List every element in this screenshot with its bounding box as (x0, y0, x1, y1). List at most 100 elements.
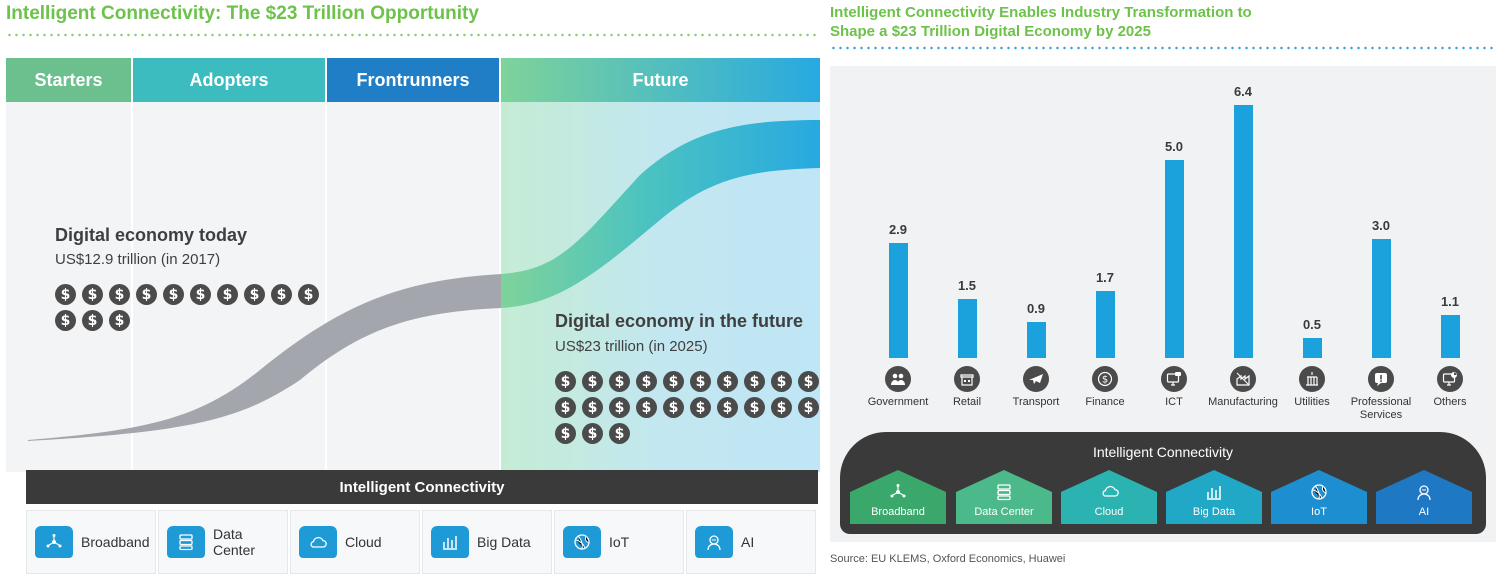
future-dollar-icon: $ (555, 371, 576, 392)
house-label: AI (1418, 506, 1430, 518)
platform-label: Intelligent Connectivity (1092, 444, 1234, 460)
today-dollar-icon: $ (136, 284, 157, 305)
category-label: ICT (1165, 396, 1183, 408)
tile-label: AI (741, 534, 755, 550)
broadband-icon (35, 526, 73, 558)
category-label: Professional Services (1350, 396, 1412, 421)
today-dollar-icon: $ (55, 310, 76, 331)
future-dollar-icon: $ (771, 397, 792, 418)
house-ai: AI (1376, 470, 1472, 524)
tile-broadband: Broadband (26, 510, 156, 574)
tile-big-data: Big Data (422, 510, 552, 574)
bar-manufacturing (1233, 105, 1253, 358)
today-title: Digital economy today (55, 225, 248, 245)
manufacturing-icon (1230, 366, 1256, 392)
bar-value-label: 1.1 (1440, 293, 1460, 309)
today-dollar-icon: $ (244, 284, 265, 305)
transport-icon (1023, 366, 1049, 392)
stage-adopters: Adopters (133, 58, 325, 102)
future-dollar-icon: $ (663, 397, 684, 418)
intelligent-connectivity-band: Intelligent Connectivity (26, 470, 818, 504)
right-title-line2: Shape a $23 Trillion Digital Economy by … (830, 23, 1151, 40)
future-dollar-icon: $ (798, 397, 819, 418)
category-label: Others (1433, 396, 1467, 408)
stage-starters: Starters (6, 58, 131, 102)
house-cloud: Cloud (1061, 470, 1157, 524)
government-icon (885, 366, 911, 392)
future-dollar-icon: $ (582, 397, 603, 418)
bar-utilities (1302, 338, 1322, 358)
house-label: Big Data (1192, 506, 1236, 518)
future-title: Digital economy in the future (555, 311, 804, 331)
future-dollar-icon: $ (636, 371, 657, 392)
left-title-divider (6, 33, 820, 37)
future-dollar-icon: $ (582, 371, 603, 392)
bar-value-label: 0.5 (1302, 317, 1322, 333)
bar-transport (1026, 322, 1046, 358)
growth-curve (28, 120, 820, 441)
right-title-divider (830, 46, 1496, 50)
ai-icon (1415, 483, 1433, 501)
today-dollar-icon: $ (82, 284, 103, 305)
bar-value-label: 2.9 (888, 222, 908, 238)
tile-ai: AI (686, 510, 816, 574)
bar-finance (1095, 290, 1115, 358)
ict-icon (1161, 366, 1187, 392)
future-dollar-icon: $ (717, 371, 738, 392)
house-label: Broadband (871, 506, 925, 518)
house-big-data: Big Data (1166, 470, 1262, 524)
future-dollar-icon: $ (609, 397, 630, 418)
future-dollar-icon: $ (771, 371, 792, 392)
future-dollar-icon: $ (582, 423, 603, 444)
house-label: Data Center (974, 506, 1034, 518)
today-dollar-icon: $ (55, 284, 76, 305)
today-dollar-icon: $ (190, 284, 211, 305)
data-center-icon (167, 526, 205, 558)
house-data-center: Data Center (956, 470, 1052, 524)
tile-label: Cloud (345, 534, 382, 550)
tile-label: Data Center (213, 526, 256, 558)
future-dollar-icon: $ (690, 371, 711, 392)
house-label: IoT (1311, 506, 1327, 518)
iot-icon (1310, 483, 1328, 501)
finance-icon: $ (1092, 366, 1118, 392)
bar-professional-services (1371, 239, 1391, 358)
future-dollar-icon: $ (609, 423, 630, 444)
big-data-icon (431, 526, 469, 558)
bar-value-label: 6.4 (1233, 84, 1253, 99)
future-dollar-icon: $ (663, 371, 684, 392)
cloud-icon (1100, 483, 1119, 501)
house-broadband: Broadband (850, 470, 946, 524)
today-dollar-icon: $ (109, 310, 130, 331)
today-dollar-icon: $ (109, 284, 130, 305)
category-label: Retail (952, 396, 982, 408)
category-label: Utilities (1294, 396, 1330, 408)
category-label: Manufacturing (1208, 396, 1278, 408)
future-dollar-icon: $ (609, 371, 630, 392)
tile-label: IoT (609, 534, 630, 550)
right-title-line1: Intelligent Connectivity Enables Industr… (830, 4, 1252, 21)
bar-value-label: 1.7 (1095, 269, 1115, 285)
category-label: Government (867, 396, 929, 408)
tile-label: Big Data (477, 534, 531, 550)
today-subtitle: US$12.9 trillion (in 2017) (55, 251, 221, 268)
iot-icon (563, 526, 601, 558)
utilities-icon (1299, 366, 1325, 392)
future-dollar-icon: $ (690, 397, 711, 418)
future-subtitle: US$23 trillion (in 2025) (555, 338, 708, 355)
data-center-icon (995, 483, 1013, 501)
bar-government (888, 243, 908, 358)
today-dollar-icon: $ (298, 284, 319, 305)
category-label: Transport (1012, 396, 1060, 408)
ai-icon (695, 526, 733, 558)
retail-icon (954, 366, 980, 392)
future-dollar-icon: $ (555, 397, 576, 418)
big-data-icon (1205, 483, 1223, 501)
others-icon (1437, 366, 1463, 392)
stage-future: Future (501, 58, 820, 102)
source-note: Source: EU KLEMS, Oxford Economics, Huaw… (830, 553, 1066, 565)
tile-data-center: Data Center (158, 510, 288, 574)
bar-value-label: 1.5 (957, 277, 977, 293)
bar-value-label: 3.0 (1371, 218, 1391, 234)
left-title: Intelligent Connectivity: The $23 Trilli… (6, 3, 479, 24)
